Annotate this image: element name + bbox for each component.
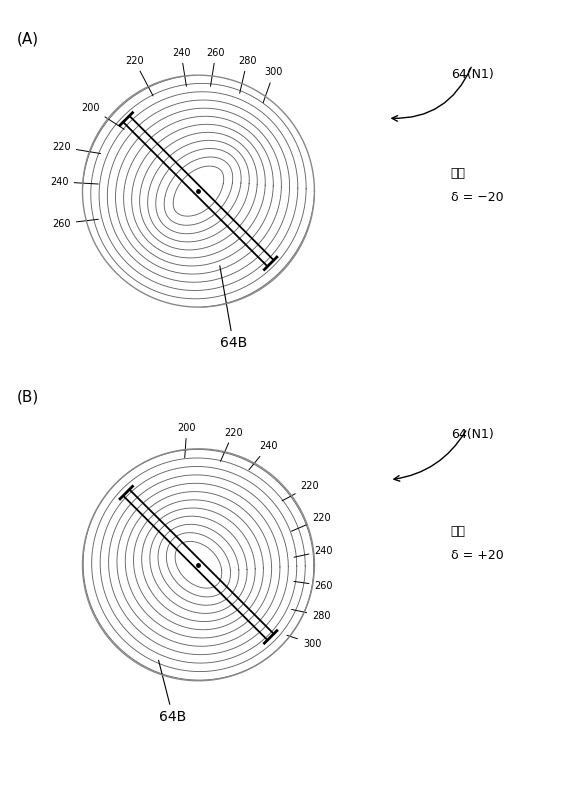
Text: 240: 240: [249, 441, 277, 470]
Text: 240: 240: [172, 48, 191, 87]
Text: 64(N1): 64(N1): [451, 68, 493, 80]
Text: 300: 300: [263, 68, 283, 103]
Text: 220: 220: [221, 428, 243, 461]
Text: 圧縮: 圧縮: [451, 167, 466, 180]
Text: 240: 240: [294, 546, 333, 557]
Text: 240: 240: [50, 176, 98, 187]
Text: δ = −20: δ = −20: [451, 191, 503, 204]
Text: 64B: 64B: [219, 266, 247, 350]
Text: 280: 280: [238, 56, 256, 93]
Text: 220: 220: [52, 142, 100, 153]
Text: 260: 260: [52, 219, 98, 229]
Text: (B): (B): [17, 390, 39, 405]
Text: 64(N1): 64(N1): [451, 428, 493, 440]
Text: 220: 220: [282, 481, 319, 501]
Text: 260: 260: [294, 580, 333, 591]
Text: 300: 300: [287, 635, 321, 649]
Text: δ = +20: δ = +20: [451, 549, 503, 561]
Text: 260: 260: [206, 48, 225, 87]
Text: 200: 200: [82, 103, 124, 130]
Text: 64B: 64B: [159, 661, 187, 723]
Text: 220: 220: [291, 514, 331, 531]
Text: 引張: 引張: [451, 525, 466, 537]
Text: 200: 200: [177, 423, 196, 458]
Text: 220: 220: [125, 56, 153, 96]
Text: (A): (A): [17, 32, 39, 47]
Text: 280: 280: [291, 610, 331, 621]
